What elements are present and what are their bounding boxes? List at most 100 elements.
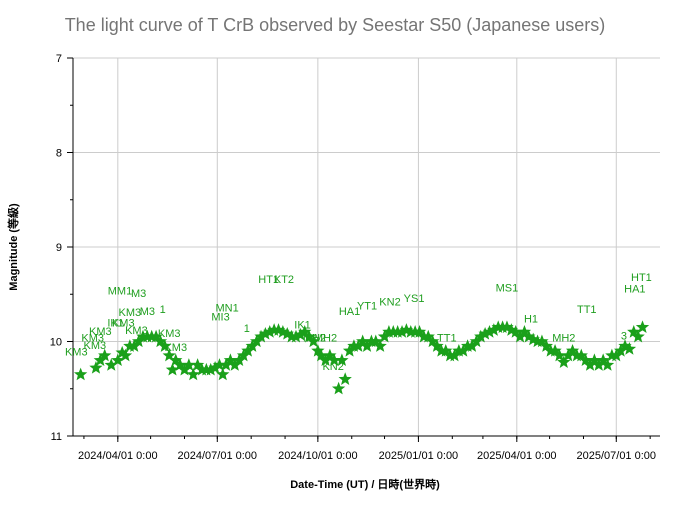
data-point-star <box>596 353 610 367</box>
observer-label: YS1 <box>404 293 425 305</box>
data-point-star <box>271 323 286 336</box>
data-point-star <box>539 339 553 352</box>
data-point-star <box>190 358 205 371</box>
data-point-star <box>482 325 497 338</box>
observer-label: HA1 <box>339 306 360 318</box>
data-point-star <box>338 372 352 385</box>
data-point-star <box>487 323 501 336</box>
data-point-star <box>631 329 645 343</box>
observer-label: 1 <box>244 323 250 335</box>
data-point-star <box>318 353 333 367</box>
data-point-star <box>335 353 349 367</box>
data-point-star <box>131 334 146 348</box>
data-point-star <box>421 329 435 343</box>
data-point-star <box>236 348 251 362</box>
observer-label: MS1 <box>496 282 519 294</box>
data-point-star <box>241 343 255 357</box>
data-point-star <box>579 353 593 367</box>
data-point-star <box>613 343 628 357</box>
y-tick-label: 7 <box>56 53 62 65</box>
data-point-star <box>526 332 540 346</box>
data-point-star <box>583 358 597 371</box>
data-point-star <box>425 334 440 348</box>
x-tick-label: 2024/10/01 0:00 <box>278 450 358 462</box>
observer-label: HT1 <box>258 274 279 286</box>
data-point-star <box>98 348 112 362</box>
observer-label: H1 <box>524 314 538 326</box>
data-point-star <box>465 339 479 352</box>
data-point-star <box>169 353 183 367</box>
data-point-star <box>158 339 172 352</box>
data-point-star <box>115 345 129 359</box>
data-point-star <box>439 343 453 357</box>
observer-label: M3 <box>131 288 146 300</box>
data-point-star <box>127 339 141 352</box>
data-point-star <box>395 325 409 338</box>
data-point-star <box>104 358 118 371</box>
observer-label: KM3 <box>112 317 135 329</box>
observer-label: TT1 <box>437 333 457 345</box>
data-point-star <box>228 358 242 371</box>
observer-label: KM3 <box>81 333 104 345</box>
observer-label: KM3 <box>65 347 88 359</box>
data-point-star <box>356 334 370 348</box>
data-point-star <box>216 367 230 381</box>
data-point-star <box>587 353 602 367</box>
data-point-star <box>609 348 623 362</box>
data-point-star <box>258 326 273 340</box>
y-tick-label: 10 <box>50 337 62 349</box>
observer-label: KM3 <box>119 307 142 319</box>
observer-label: MI3 <box>211 312 229 324</box>
data-point-star <box>377 329 392 343</box>
data-point-star <box>552 348 567 362</box>
observer-label: IK1 <box>294 319 311 331</box>
observer-label: KM3 <box>84 340 107 352</box>
data-point-star <box>111 353 125 367</box>
data-point-star <box>500 320 514 333</box>
data-point-star <box>478 326 492 340</box>
y-tick-labels: 7 8 9 10 11 <box>50 53 62 443</box>
data-point-star <box>574 348 588 362</box>
data-point-star <box>504 323 518 336</box>
data-points <box>73 320 650 395</box>
data-point-star <box>293 327 308 341</box>
x-axis-label: Date-Time (UT) / 日時(世界時) <box>290 477 440 491</box>
data-point-star <box>331 381 346 395</box>
data-point-star <box>162 348 176 362</box>
observer-label: YT1 <box>357 300 377 312</box>
data-point-star <box>118 348 133 362</box>
observer-label: MH2 <box>314 333 337 345</box>
chart-title: The light curve of T CrB observed by See… <box>65 15 606 35</box>
data-point-star <box>369 334 383 348</box>
data-point-star <box>342 343 357 357</box>
observer-label: HT1 <box>631 272 652 284</box>
x-tick-labels: 2024/04/01 0:00 2024/07/01 0:00 2024/10/01… <box>78 450 656 462</box>
data-point-star <box>548 343 562 357</box>
data-point-star <box>456 343 470 357</box>
data-point-star <box>306 334 321 348</box>
x-tick-label: 2024/04/01 0:00 <box>78 450 158 462</box>
data-point-star <box>177 362 192 376</box>
observer-label: KM3 <box>89 326 112 338</box>
data-point-star <box>600 358 615 371</box>
axes <box>67 57 660 442</box>
data-point-star <box>245 339 259 352</box>
data-point-star <box>635 320 650 333</box>
data-point-star <box>212 358 227 371</box>
data-point-star <box>430 339 444 352</box>
data-point-star <box>153 334 168 348</box>
x-tick-label: 2025/07/01 0:00 <box>577 450 657 462</box>
data-point-star <box>314 348 328 362</box>
data-point-star <box>627 325 641 338</box>
data-point-star <box>517 325 532 338</box>
y-tick-label: 8 <box>56 148 62 160</box>
data-point-star <box>399 323 414 336</box>
y-tick-label: 9 <box>56 242 62 254</box>
data-point-star <box>469 334 484 348</box>
observer-label: MN1 <box>216 302 239 314</box>
data-point-star <box>535 334 549 348</box>
observer-label: MH2 <box>552 333 575 345</box>
data-point-star <box>232 353 246 367</box>
